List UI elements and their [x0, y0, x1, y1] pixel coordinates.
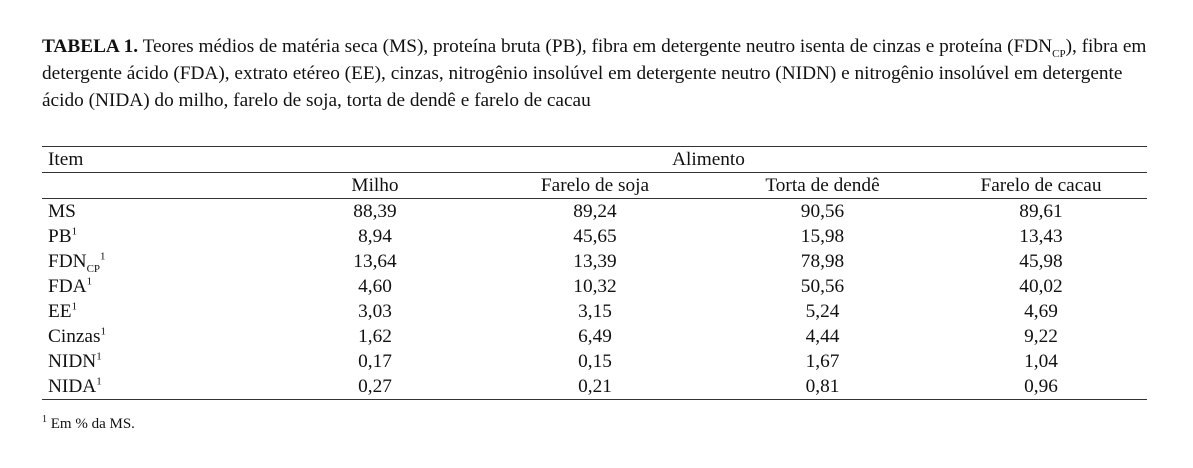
row-label-subscript: CP: [86, 262, 101, 275]
row-label-text: FDN: [48, 251, 87, 272]
value-cell: 5,24: [805, 301, 840, 322]
data-row: EE1 3,03 3,15 5,24 4,69: [42, 299, 1147, 324]
header-row: Item Alimento: [42, 146, 1147, 173]
caption-text: Teores médios de matéria seca (MS), prot…: [142, 36, 1053, 57]
data-row: MS 88,39 89,24 90,56 89,61: [42, 199, 1147, 225]
value-cell: 13,39: [573, 251, 617, 272]
data-row: NIDA1 0,27 0,21 0,81 0,96: [42, 374, 1147, 400]
value-cell: 10,32: [573, 276, 617, 297]
group-header: Alimento: [270, 146, 1147, 173]
footnote-text: Em % da MS.: [50, 416, 135, 432]
value-cell: 45,65: [573, 226, 617, 247]
footnote-mark: 1: [42, 414, 47, 425]
value-cell: 1,67: [805, 351, 840, 372]
row-label-text: FDA: [48, 276, 87, 297]
value-cell: 8,94: [358, 226, 392, 247]
row-label-superscript: 1: [86, 275, 93, 288]
value-cell: 0,15: [578, 351, 612, 372]
footnote: 1 Em % da MS.: [42, 414, 135, 433]
value-cell: 45,98: [1019, 251, 1063, 272]
data-row: NIDN1 0,17 0,15 1,67 1,04: [42, 349, 1147, 374]
column-header: Torta de dendê: [710, 172, 935, 199]
row-label-text: NIDN: [48, 351, 97, 372]
row-label-superscript: 1: [100, 325, 106, 338]
row-label-text: Cinzas: [48, 326, 101, 347]
value-cell: 4,60: [358, 276, 392, 297]
value-cell: 9,22: [1024, 326, 1058, 347]
row-label-superscript: 1: [96, 375, 102, 388]
column-header-row: Milho Farelo de soja Torta de dendê Farelo …: [42, 172, 1147, 199]
caption-subscript: CP: [1052, 47, 1066, 60]
value-cell: 0,21: [480, 374, 710, 400]
value-cell: 1,62: [358, 326, 392, 347]
value-cell: 90,56: [800, 201, 845, 222]
value-cell: 78,98: [800, 251, 845, 272]
row-label: NIDN1: [42, 349, 270, 374]
item-header: Item: [42, 146, 270, 173]
value-cell: 0,81: [710, 374, 935, 400]
row-label: MS: [42, 199, 270, 225]
row-label-text: NIDA: [48, 376, 97, 397]
column-header: Farelo de soja: [480, 172, 710, 199]
row-label: FDNCP1: [42, 249, 270, 274]
row-label-text: MS: [48, 201, 76, 222]
caption: TABELA 1. Teores médios de matéria seca …: [42, 33, 1152, 114]
table-body: Item Alimento Milho Farelo de soja Torta de…: [42, 146, 1147, 400]
data-row: FDA1 4,60 10,32 50,56 40,02: [42, 274, 1147, 299]
row-label-superscript: 1: [71, 300, 78, 313]
value-cell: 13,64: [353, 251, 397, 272]
value-cell: 4,44: [805, 326, 840, 347]
value-cell: 4,69: [1024, 301, 1058, 322]
row-label-superscript: 1: [96, 350, 102, 363]
value-cell: 50,56: [800, 276, 845, 297]
value-cell: 3,03: [358, 301, 392, 322]
value-cell: 40,02: [1019, 276, 1063, 297]
data-table: Item Alimento Milho Farelo de soja Torta de…: [42, 146, 1147, 400]
row-label-text: PB: [48, 226, 72, 247]
value-cell: 89,61: [1019, 201, 1063, 222]
row-label: EE1: [42, 299, 270, 324]
row-label: FDA1: [42, 274, 270, 299]
row-label: NIDA1: [42, 374, 270, 400]
caption-label: TABELA 1.: [42, 36, 139, 57]
column-header: Farelo de cacau: [935, 172, 1147, 199]
data-row: PB1 8,94 45,65 15,98 13,43: [42, 224, 1147, 249]
value-cell: 6,49: [578, 326, 612, 347]
value-cell: 89,24: [573, 201, 617, 222]
value-cell: 1,04: [1024, 351, 1058, 372]
empty-cell: [42, 172, 270, 199]
data-row: Cinzas1 1,62 6,49 4,44 9,22: [42, 324, 1147, 349]
caption-text: ), fibra em detergente ácido (FDA), extr…: [42, 36, 1147, 111]
row-label-superscript: 1: [100, 250, 106, 263]
value-cell: 88,39: [353, 201, 397, 222]
value-cell: 3,15: [578, 301, 612, 322]
column-header: Milho: [270, 172, 480, 199]
row-label: PB1: [42, 224, 270, 249]
data-row: FDNCP1 13,64 13,39 78,98 45,98: [42, 249, 1147, 274]
value-cell: 0,27: [270, 374, 480, 400]
row-label: Cinzas1: [42, 324, 270, 349]
value-cell: 0,96: [935, 374, 1147, 400]
value-cell: 15,98: [800, 226, 845, 247]
value-cell: 13,43: [1019, 226, 1063, 247]
value-cell: 0,17: [358, 351, 392, 372]
row-label-text: EE: [48, 301, 72, 322]
row-label-superscript: 1: [71, 225, 78, 238]
